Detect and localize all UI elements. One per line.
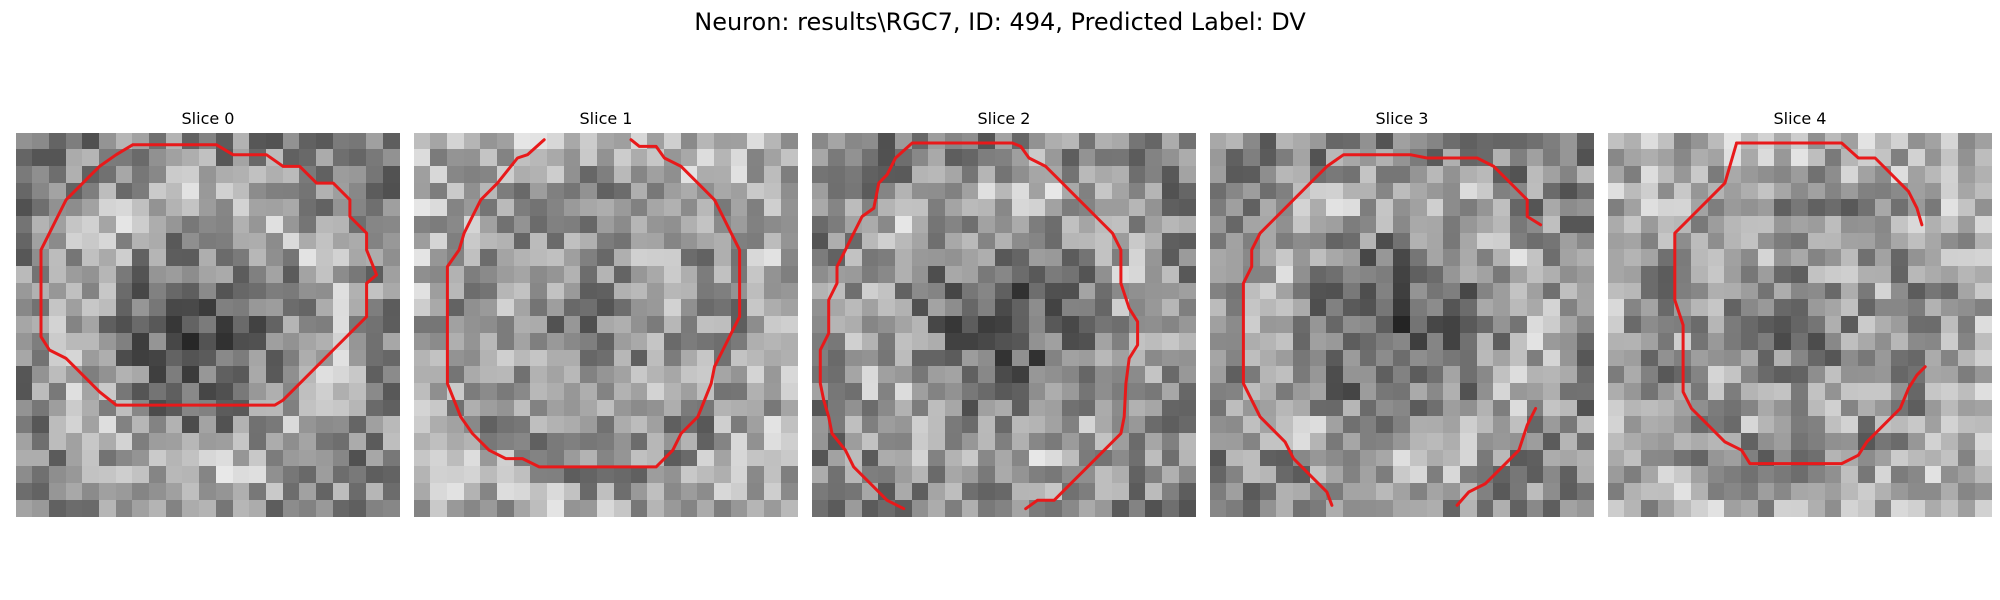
panel-slice-3: Slice 3 <box>1210 108 1594 517</box>
contour-line <box>1241 153 1543 507</box>
panel-title: Slice 0 <box>181 109 235 128</box>
contour-line <box>1455 407 1538 507</box>
contour-line <box>1673 141 1927 466</box>
slice-image <box>1210 133 1594 517</box>
panel-title: Slice 2 <box>977 109 1031 128</box>
contour-line <box>39 143 379 407</box>
contour-line <box>872 141 1140 511</box>
contour-line <box>818 206 906 511</box>
slice-image <box>16 133 400 517</box>
figure-title: Neuron: results\RGC7, ID: 494, Predicted… <box>694 8 1306 36</box>
panel-title: Slice 3 <box>1375 109 1429 128</box>
contour-line <box>445 138 742 469</box>
contour-overlay <box>1241 153 1543 507</box>
panel-slice-0: Slice 0 <box>16 108 400 517</box>
contour-overlay <box>445 138 742 469</box>
slice-image <box>812 133 1196 517</box>
contour-line <box>1735 141 1924 227</box>
contour-overlay <box>39 143 379 407</box>
contour-overlay <box>1673 141 1927 466</box>
panel-slice-2: Slice 2 <box>812 108 1196 517</box>
slice-image <box>1608 133 1992 517</box>
panel-title: Slice 1 <box>579 109 633 128</box>
panel-title: Slice 4 <box>1773 109 1827 128</box>
panel-slice-4: Slice 4 <box>1608 108 1992 517</box>
panel-slice-1: Slice 1 <box>414 108 798 517</box>
contour-overlay <box>818 141 1140 511</box>
